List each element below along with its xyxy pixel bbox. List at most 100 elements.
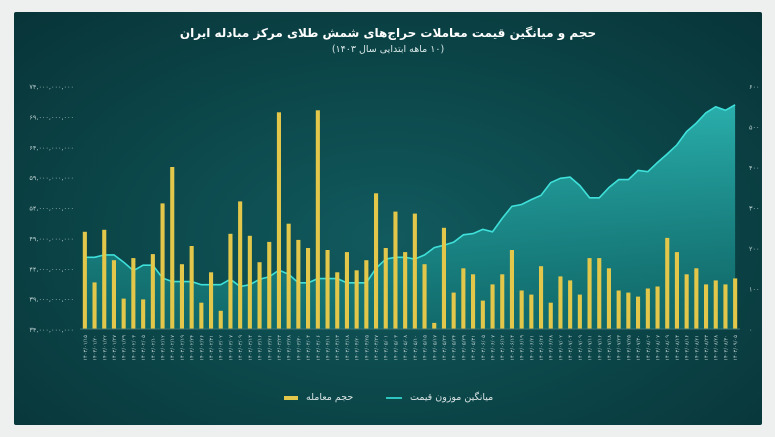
volume-bar xyxy=(82,231,87,329)
x-tick-label: ۱۴۰۳/۰۳/۰۷ xyxy=(228,335,234,361)
right-tick-label: ۰ xyxy=(749,326,753,334)
x-tick-label: ۱۴۰۳/۰۷/۰۹ xyxy=(578,335,584,361)
x-tick-label: ۱۴۰۳/۰۱/۲۹ xyxy=(122,335,128,361)
legend-label-volume: حجم معامله xyxy=(306,392,354,403)
x-tick-label: ۱۴۰۳/۰۷/۱۶ xyxy=(597,335,603,361)
volume-bar xyxy=(218,310,223,329)
left-tick-label: ۴۴,۰۰۰,۰۰۰,۰۰۰ xyxy=(29,265,74,273)
x-tick-label: ۱۴۰۳/۰۱/۲۷ xyxy=(112,335,118,361)
x-tick-label: ۱۴۰۳/۰۷/۰۲ xyxy=(558,335,564,361)
left-tick-label: ۴۹,۰۰۰,۰۰۰,۰۰۰ xyxy=(29,235,74,243)
x-tick-label: ۱۴۰۳/۰۸/۲۱ xyxy=(694,335,700,361)
volume-bar xyxy=(451,292,456,329)
x-tick-label: ۱۴۰۳/۰۵/۰۱ xyxy=(384,335,390,361)
volume-bar xyxy=(626,292,631,329)
x-tick-label: ۱۴۰۳/۰۸/۱۶ xyxy=(685,335,691,361)
chart-frame: حجم و میانگین قیمت معاملات حراج‌های شمش … xyxy=(14,12,762,425)
x-tick-label: ۱۴۰۳/۰۵/۰۸ xyxy=(403,335,409,361)
volume-bar xyxy=(344,252,349,329)
volume-bar xyxy=(587,258,592,329)
volume-bar xyxy=(354,270,359,329)
right-tick-label: ۶۰۰ xyxy=(749,83,759,91)
x-tick-label: ۱۴۰۳/۰۸/۰۷ xyxy=(656,335,662,361)
volume-bar xyxy=(141,299,146,329)
x-tick-label: ۱۴۰۳/۰۷/۳۰ xyxy=(636,335,642,361)
x-tick-label: ۱۴۰۳/۰۳/۲۸ xyxy=(287,335,293,361)
volume-bar xyxy=(480,300,485,329)
volume-bar xyxy=(383,248,388,329)
volume-bar xyxy=(403,252,408,329)
volume-bar xyxy=(209,272,214,329)
x-tick-label: ۱۴۰۳/۰۹/۰۵ xyxy=(733,335,739,361)
x-tick-label: ۱۴۰۳/۰۲/۱۲ xyxy=(161,335,167,361)
x-tick-label: ۱۴۰۳/۰۴/۱۱ xyxy=(326,335,332,361)
price-area xyxy=(84,104,736,329)
x-tick-label: ۱۴۰۳/۰۲/۱۷ xyxy=(170,335,176,361)
volume-bar xyxy=(325,250,330,329)
volume-bar xyxy=(393,211,398,329)
x-tick-label: ۱۴۰۳/۰۲/۲۴ xyxy=(190,335,196,361)
volume-bar xyxy=(228,233,233,329)
volume-bar xyxy=(286,223,291,329)
volume-bar xyxy=(490,284,495,329)
volume-bar xyxy=(296,239,301,329)
volume-bar xyxy=(674,252,679,329)
x-tick-label: ۱۴۰۳/۰۴/۰۶ xyxy=(316,335,322,361)
x-tick-label: ۱۴۰۳/۰۶/۲۶ xyxy=(539,335,545,361)
volume-bar xyxy=(238,201,243,329)
legend-swatch-price xyxy=(386,396,402,399)
volume-bar xyxy=(684,274,689,329)
x-tick-label: ۱۴۰۳/۰۳/۱۶ xyxy=(258,335,264,361)
right-tick-label: ۱۰۰ xyxy=(749,286,759,294)
right-tick-label: ۲۰۰ xyxy=(749,245,759,253)
right-tick-label: ۵۰۰ xyxy=(749,124,759,132)
x-tick-label: ۱۴۰۳/۰۸/۲۸ xyxy=(714,335,720,361)
chart-svg: ۷۴,۰۰۰,۰۰۰,۰۰۰ ۶۹,۰۰۰,۰۰۰,۰۰۰ ۶۴,۰۰۰,۰۰۰,۰… xyxy=(29,83,759,361)
x-tick-label: ۱۴۰۳/۰۵/۲۹ xyxy=(461,335,467,361)
x-tick-label: ۱۴۰۳/۰۸/۱۴ xyxy=(675,335,681,361)
volume-bar xyxy=(199,302,204,329)
volume-bar xyxy=(364,260,369,329)
volume-bar xyxy=(694,268,699,330)
x-tick-label: ۱۴۰۳/۰۷/۱۱ xyxy=(588,335,594,361)
x-tick-label: ۱۴۰۳/۰۳/۱۴ xyxy=(248,335,254,361)
x-tick-label: ۱۴۰۳/۰۵/۲۴ xyxy=(452,335,458,361)
volume-bar xyxy=(257,262,262,329)
x-tick-label: ۱۴۰۳/۰۲/۰۳ xyxy=(131,335,137,361)
x-tick-label: ۱۴۰۳/۰۳/۳۰ xyxy=(296,335,302,361)
volume-bar xyxy=(606,268,611,330)
chart-subtitle: (۱۰ ماهه ابتدایی سال ۱۴۰۳) xyxy=(331,44,445,55)
volume-bar xyxy=(189,246,194,329)
right-tick-label: ۴۰۰ xyxy=(749,164,759,172)
x-tick-label: ۱۴۰۳/۰۵/۱۷ xyxy=(432,335,438,361)
volume-bar xyxy=(529,294,534,329)
x-tick-label: ۱۴۰۳/۰۷/۲۳ xyxy=(617,335,623,361)
x-tick-label: ۱۴۰۳/۰۸/۰۲ xyxy=(646,335,652,361)
x-tick-label: ۱۴۰۳/۰۴/۱۸ xyxy=(345,335,351,361)
left-tick-label: ۵۹,۰۰۰,۰۰۰,۰۰۰ xyxy=(29,174,74,182)
x-tick-label: ۱۴۰۳/۰۳/۲۳ xyxy=(277,335,283,361)
volume-bar xyxy=(500,274,505,329)
x-tick-label: ۱۴۰۳/۰۶/۲۱ xyxy=(529,335,535,361)
x-tick-label: ۱۴۰۳/۰۳/۲۱ xyxy=(267,335,273,361)
x-tick-label: ۱۴۰۳/۰۴/۲۵ xyxy=(364,335,370,361)
x-tick-label: ۱۴۰۳/۰۳/۰۹ xyxy=(238,335,244,361)
x-tick-label: ۱۴۰۳/۰۷/۱۸ xyxy=(607,335,613,361)
right-tick-label: ۳۰۰ xyxy=(749,205,759,213)
left-tick-label: ۶۴,۰۰۰,۰۰۰,۰۰۰ xyxy=(29,144,74,152)
volume-bar xyxy=(704,284,709,329)
left-tick-label: ۷۴,۰۰۰,۰۰۰,۰۰۰ xyxy=(29,83,74,91)
volume-bar xyxy=(276,112,281,329)
x-tick-label: ۱۴۰۳/۰۱/۱۵ xyxy=(83,335,89,361)
x-tick-label: ۱۴۰۳/۰۶/۰۵ xyxy=(481,335,487,361)
volume-bar xyxy=(170,167,175,329)
x-tick-label: ۱۴۰۳/۰۲/۱۰ xyxy=(151,335,157,361)
legend-item-volume: حجم معامله xyxy=(284,392,353,403)
volume-bar xyxy=(616,290,621,329)
x-tick-label: ۱۴۰۳/۰۱/۲۲ xyxy=(102,335,108,361)
volume-bar xyxy=(548,302,553,329)
x-tick-label: ۱۴۰۳/۰۵/۰۳ xyxy=(393,335,399,361)
x-tick-label: ۱۴۰۳/۰۶/۰۷ xyxy=(491,335,497,361)
x-tick-label: ۱۴۰۳/۰۵/۳۱ xyxy=(471,335,477,361)
volume-bar xyxy=(568,280,573,329)
